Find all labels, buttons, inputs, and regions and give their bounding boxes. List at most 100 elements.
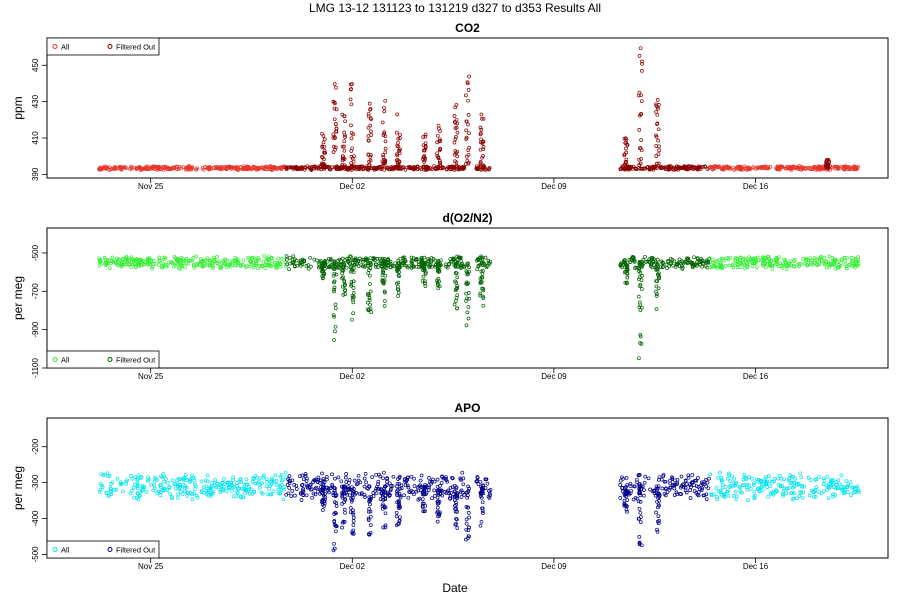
data-point — [350, 487, 354, 492]
data-point — [435, 484, 440, 489]
data-point — [322, 166, 327, 171]
data-point — [768, 484, 773, 488]
data-point — [284, 475, 288, 480]
data-point — [453, 137, 458, 141]
data-point — [340, 492, 345, 497]
data-point — [478, 280, 483, 284]
data-point — [656, 492, 661, 497]
data-point — [341, 491, 346, 496]
data-point — [764, 256, 769, 261]
data-point — [300, 473, 305, 478]
data-point — [101, 473, 106, 477]
data-point — [235, 489, 239, 494]
legend: All Filtered Out — [46, 540, 160, 559]
data-point — [308, 483, 312, 488]
data-point — [233, 256, 237, 260]
data-point — [679, 263, 684, 268]
y-tick-label: -700 — [31, 283, 40, 300]
data-point — [474, 479, 479, 484]
data-point — [332, 144, 336, 149]
data-point — [836, 478, 841, 482]
data-point — [283, 470, 288, 475]
data-point — [97, 167, 101, 171]
data-point — [784, 267, 789, 271]
data-point — [398, 515, 402, 520]
data-point — [700, 258, 705, 263]
data-point — [115, 256, 119, 261]
data-point — [755, 487, 760, 491]
data-point — [187, 164, 191, 168]
data-point — [467, 515, 471, 520]
data-point — [746, 498, 750, 503]
data-point — [356, 264, 361, 268]
data-point — [127, 262, 132, 266]
data-point — [693, 262, 698, 267]
data-point — [402, 493, 406, 498]
data-point — [143, 259, 147, 264]
data-point — [394, 152, 399, 157]
data-point — [464, 128, 469, 133]
data-point — [368, 502, 372, 507]
data-point — [333, 145, 338, 150]
data-point — [460, 470, 465, 475]
data-point — [487, 491, 492, 496]
data-point — [368, 123, 373, 128]
data-point — [229, 482, 234, 487]
data-point — [332, 285, 337, 290]
data-point — [326, 265, 331, 270]
data-point — [449, 490, 453, 495]
data-point — [158, 485, 163, 490]
data-point — [290, 478, 295, 483]
data-point — [657, 518, 661, 523]
data-point — [751, 483, 756, 487]
data-point — [733, 483, 737, 488]
data-point — [855, 484, 860, 489]
data-point — [248, 167, 253, 172]
data-point — [455, 275, 460, 280]
data-point — [164, 477, 168, 481]
data-point — [334, 501, 339, 505]
data-point — [136, 477, 140, 482]
data-point — [259, 490, 264, 495]
data-point — [486, 494, 491, 499]
data-point — [771, 492, 776, 497]
data-point — [313, 486, 318, 491]
data-point — [349, 163, 354, 168]
data-point — [199, 479, 204, 484]
data-point — [437, 513, 442, 518]
data-point — [792, 481, 796, 485]
data-point — [751, 261, 755, 266]
data-point — [172, 254, 177, 259]
data-point — [351, 523, 356, 527]
data-point — [334, 504, 339, 508]
data-point — [438, 484, 442, 488]
data-point — [341, 485, 346, 489]
data-point — [332, 261, 337, 266]
data-point — [396, 140, 400, 145]
data-point — [657, 148, 661, 153]
data-point — [454, 280, 458, 285]
data-point — [144, 165, 148, 170]
data-point — [145, 257, 150, 262]
data-point — [827, 486, 831, 490]
data-point — [755, 265, 759, 269]
data-point — [282, 487, 286, 492]
data-point — [625, 264, 629, 269]
data-point — [405, 483, 410, 488]
data-point — [123, 258, 128, 262]
data-point — [453, 105, 458, 110]
data-point — [707, 476, 711, 481]
data-point — [649, 256, 654, 261]
data-point — [292, 264, 297, 269]
data-point — [217, 167, 222, 171]
data-point — [437, 139, 442, 144]
y-axis-label: ppm — [11, 96, 25, 119]
data-point — [648, 487, 652, 492]
data-point — [206, 488, 211, 493]
data-point — [394, 514, 399, 519]
data-point — [813, 477, 818, 482]
data-point — [635, 477, 639, 482]
data-point — [752, 489, 757, 494]
data-point — [660, 261, 665, 266]
